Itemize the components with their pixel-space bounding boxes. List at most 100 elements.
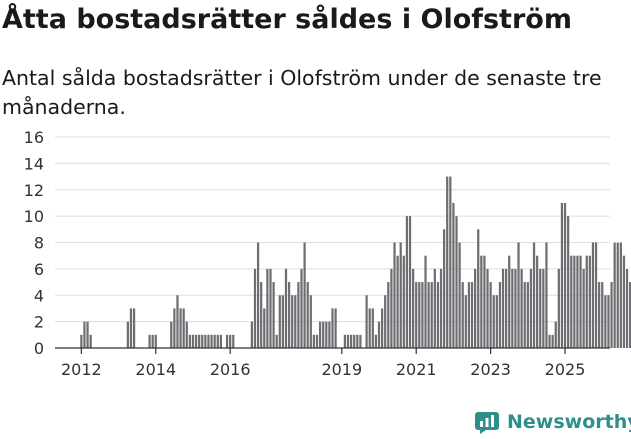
bar [368,308,371,348]
bar [182,308,185,348]
bar [501,268,505,348]
bar [576,255,579,348]
bar [411,268,415,348]
bar [517,242,520,348]
bar [346,334,350,348]
x-tick-label: 2019 [321,360,362,379]
bar [300,268,303,348]
bar [312,334,316,348]
bar [303,242,306,348]
bar [532,242,536,348]
bar [86,321,89,348]
y-tick-label: 8 [34,234,44,253]
bar [89,334,92,348]
bar [306,282,309,348]
bar [455,216,458,348]
bar [554,321,557,348]
bar [154,334,157,348]
y-tick-label: 2 [34,313,44,332]
bar [514,268,517,348]
bar [548,334,551,348]
bar [489,282,492,348]
bar [427,282,430,348]
bar [151,334,154,348]
bar [464,295,467,348]
bar-chart: 0246810121416820122014201620192021202320… [24,128,631,379]
y-tick-label: 6 [34,260,44,279]
x-tick-label: 2021 [396,360,437,379]
bar [384,295,387,348]
bar [263,308,266,348]
bar [560,202,564,348]
bar [334,308,337,348]
bar [176,295,179,348]
bar [495,295,498,348]
bar [349,334,353,348]
y-tick-label: 0 [34,339,44,358]
bar [483,255,486,348]
bar [188,334,191,348]
bar [470,282,474,348]
bar [80,334,83,348]
bar [619,242,622,348]
newsworthy-brand[interactable]: Newsworthy [474,405,631,439]
bar [194,334,198,348]
bar [449,176,452,348]
bar [430,282,433,348]
bar [511,268,514,348]
bar [458,242,461,348]
bar [294,295,297,348]
bar [126,321,129,348]
bar [415,282,418,348]
bar [129,308,133,348]
bar [477,229,480,348]
bar [331,308,334,348]
bar [315,334,319,348]
bar [573,255,576,348]
bar [446,176,449,348]
bar [371,308,374,348]
bar [570,255,573,348]
bar [607,295,610,348]
bar [616,242,619,348]
bar [232,334,235,348]
bar [629,282,631,348]
bar [291,295,294,348]
bar [529,268,533,348]
chart-subtitle: Antal sålda bostadsrätter i Olofström un… [2,66,602,119]
bar [461,282,464,348]
y-tick-label: 12 [24,181,44,200]
bar [229,334,232,348]
bar [604,295,607,348]
bar [591,242,595,348]
bar [173,308,176,348]
bar [191,334,195,348]
bar [399,242,402,348]
bar [545,242,548,348]
y-tick-label: 14 [24,154,44,173]
bar [210,334,213,348]
bar [622,255,626,348]
x-tick-label: 2023 [470,360,511,379]
bar [325,321,328,348]
bar [536,255,539,348]
newsworthy-logo-icon [475,412,499,434]
bar [601,282,604,348]
x-tick-label: 2016 [210,360,251,379]
bar [216,334,219,348]
bar [498,282,502,348]
bar [207,334,210,348]
bar [452,202,455,348]
bar [393,242,396,348]
bar [526,282,529,348]
bar [390,268,393,348]
bar [322,321,325,348]
brand-name: Newsworthy [507,411,631,433]
bar [269,268,272,348]
chart-title: Åtta bostadsrätter såldes i Olofström [2,4,572,35]
bar [467,282,471,348]
bar [198,334,201,348]
bar [132,308,136,348]
bar [377,321,381,348]
bar [625,268,629,348]
